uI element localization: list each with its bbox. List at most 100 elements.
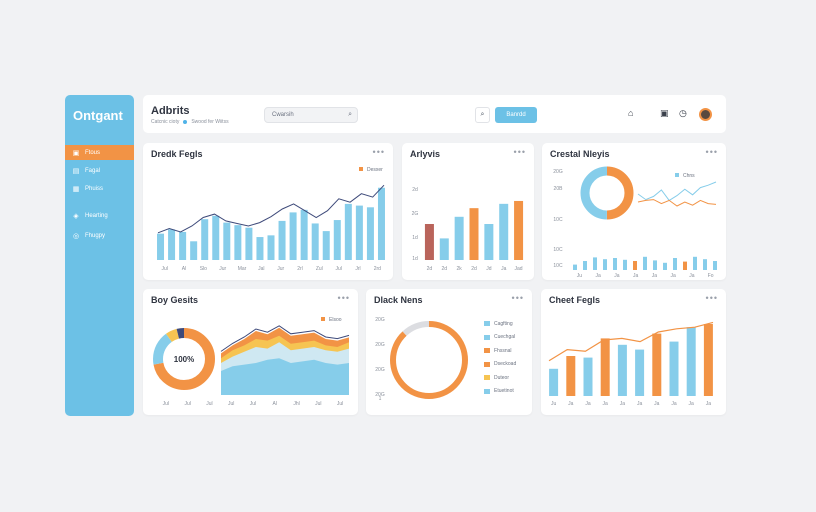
bar-line-chart: Ju Ja Ja Ja Ja Ja Ja Ja Ja Ja — [548, 321, 714, 407]
x-tick-label: 2rd — [374, 266, 381, 272]
legend-item: Cuechgal — [484, 331, 516, 345]
x-tick-label: Jur — [219, 266, 226, 272]
bar — [289, 212, 297, 260]
more-icon[interactable]: ••• — [513, 147, 526, 157]
legend-swatch — [321, 317, 325, 321]
x-tick-label: Ja — [603, 401, 609, 407]
card-boy-gesits: Boy Gesits ••• 100% Elsoo Jul Jul Jul Jul Jul A… — [143, 289, 358, 415]
bar — [652, 333, 662, 396]
legend-item: Cagfting — [484, 317, 516, 331]
legend-item: Fhssnal — [484, 344, 516, 358]
bar — [603, 259, 607, 270]
area-series — [221, 358, 349, 395]
x-tick-label: Jad — [515, 266, 523, 272]
bar-line-chart: Desxer Jul Al Slo Jur Mar Jal Jur 2rl Zul Jul Jrl 2r… — [157, 167, 385, 272]
more-icon[interactable]: ••• — [705, 293, 718, 303]
bar — [300, 209, 308, 260]
x-tick-label: Slo — [200, 266, 207, 272]
sidebar-item-label: Hearting — [85, 212, 108, 219]
sidebar-item-ftous[interactable]: ▣ Ftous — [65, 145, 134, 160]
y-tick-label: 2d — [412, 187, 418, 193]
primary-button[interactable]: Banrdd — [495, 107, 537, 123]
search-button[interactable]: ⌕ — [475, 107, 490, 123]
more-icon[interactable]: ••• — [372, 147, 385, 157]
brand-logo: Ontgant — [73, 108, 123, 123]
x-tick-label: Ja — [689, 401, 695, 407]
x-tick-label: Ja — [706, 401, 712, 407]
sidebar-item-fhugpy[interactable]: ◎ Fhugpy — [65, 228, 134, 243]
more-icon[interactable]: ••• — [705, 147, 718, 157]
y-tick-label: 1d — [412, 235, 418, 241]
card-cheet-fegls: Cheet Fegls ••• Ju Ja Ja Ja Ja Ja Ja Ja Ja Ja — [541, 289, 726, 415]
x-tick-label: Jul — [184, 401, 190, 407]
legend-swatch — [484, 361, 490, 367]
bar — [499, 203, 509, 260]
donut-segment — [153, 328, 215, 390]
x-tick-label: Ja — [614, 273, 620, 279]
legend-swatch — [484, 334, 490, 340]
donut-center-label: 100% — [174, 355, 194, 364]
more-icon[interactable]: ••• — [511, 293, 524, 303]
user-avatar[interactable] — [699, 108, 712, 121]
x-tick-label: Ja — [568, 401, 574, 407]
search-input[interactable]: Cwarsih ⌕ — [264, 107, 358, 123]
clock-icon[interactable]: ◷ — [679, 108, 687, 118]
x-tick-label: Ja — [689, 273, 695, 279]
legend-swatch — [484, 375, 490, 381]
x-tick-label: Ja — [670, 273, 676, 279]
bar — [469, 208, 479, 260]
sidebar-item-label: Ftous — [85, 149, 101, 156]
legend-swatch — [359, 167, 363, 171]
calendar-icon[interactable]: ▣ — [660, 108, 669, 118]
x-tick-label: 2k — [457, 266, 463, 272]
sidebar-item-phuiss[interactable]: ▦ Phuiss — [65, 181, 134, 196]
x-tick-label: Ja — [652, 273, 658, 279]
x-tick-label: Ja — [595, 273, 601, 279]
bar — [686, 327, 696, 396]
x-tick-label: 2d — [442, 266, 448, 272]
bar — [157, 233, 165, 260]
x-tick-label: Ja — [501, 266, 507, 272]
sidebar-item-hearting[interactable]: ◈ Hearting — [65, 208, 134, 223]
x-tick-label: 2rl — [297, 266, 303, 272]
x-tick-label: Jul — [228, 401, 234, 407]
donut-segment — [580, 166, 634, 220]
search-icon[interactable]: ⌕ — [348, 111, 352, 118]
x-tick-label: Jul — [315, 401, 321, 407]
card-title: Crestal Nleyis — [550, 149, 610, 159]
bar — [683, 261, 687, 270]
y-tick-label: 20G — [375, 367, 385, 373]
sidebar-item-label: Fagal — [85, 167, 101, 174]
home-icon[interactable]: ⌂ — [628, 108, 634, 118]
bar — [583, 261, 587, 270]
bar — [256, 237, 264, 260]
bar — [617, 344, 627, 396]
legend-label: Chns — [683, 173, 695, 179]
bar — [633, 261, 637, 270]
bar — [190, 241, 198, 260]
more-icon[interactable]: ••• — [337, 293, 350, 303]
donut-area-chart: 100% Elsoo Jul Jul Jul Jul Jul Al Jhl Jul Jul — [153, 317, 350, 407]
legend-swatch — [675, 173, 679, 177]
bar — [201, 219, 209, 260]
x-tick-label: 2d — [471, 266, 477, 272]
card-title: Dredk Fegls — [151, 149, 203, 159]
y-tick-label: 20G — [553, 169, 563, 175]
y-tick-label: 10C — [553, 217, 563, 223]
bar — [278, 220, 286, 260]
x-tick-label: Ju — [551, 401, 557, 407]
y-tick-label: 10C — [553, 247, 563, 253]
legend-swatch — [484, 388, 490, 394]
bar — [514, 200, 524, 260]
x-tick-label: Ju — [577, 273, 583, 279]
page-subtitle: Catcnic cioty Swood fer Wiitss — [151, 119, 229, 125]
legend-item: Dseckoad — [484, 358, 516, 372]
sidebar-item-fagal[interactable]: ▤ Fagal — [65, 163, 134, 178]
bar — [311, 223, 319, 260]
y-tick-label: 1 — [379, 396, 382, 402]
document-icon: ▤ — [72, 167, 80, 175]
bar — [643, 256, 647, 270]
bar — [454, 216, 464, 260]
x-tick-label: Jal — [258, 266, 264, 272]
bar — [703, 259, 707, 270]
